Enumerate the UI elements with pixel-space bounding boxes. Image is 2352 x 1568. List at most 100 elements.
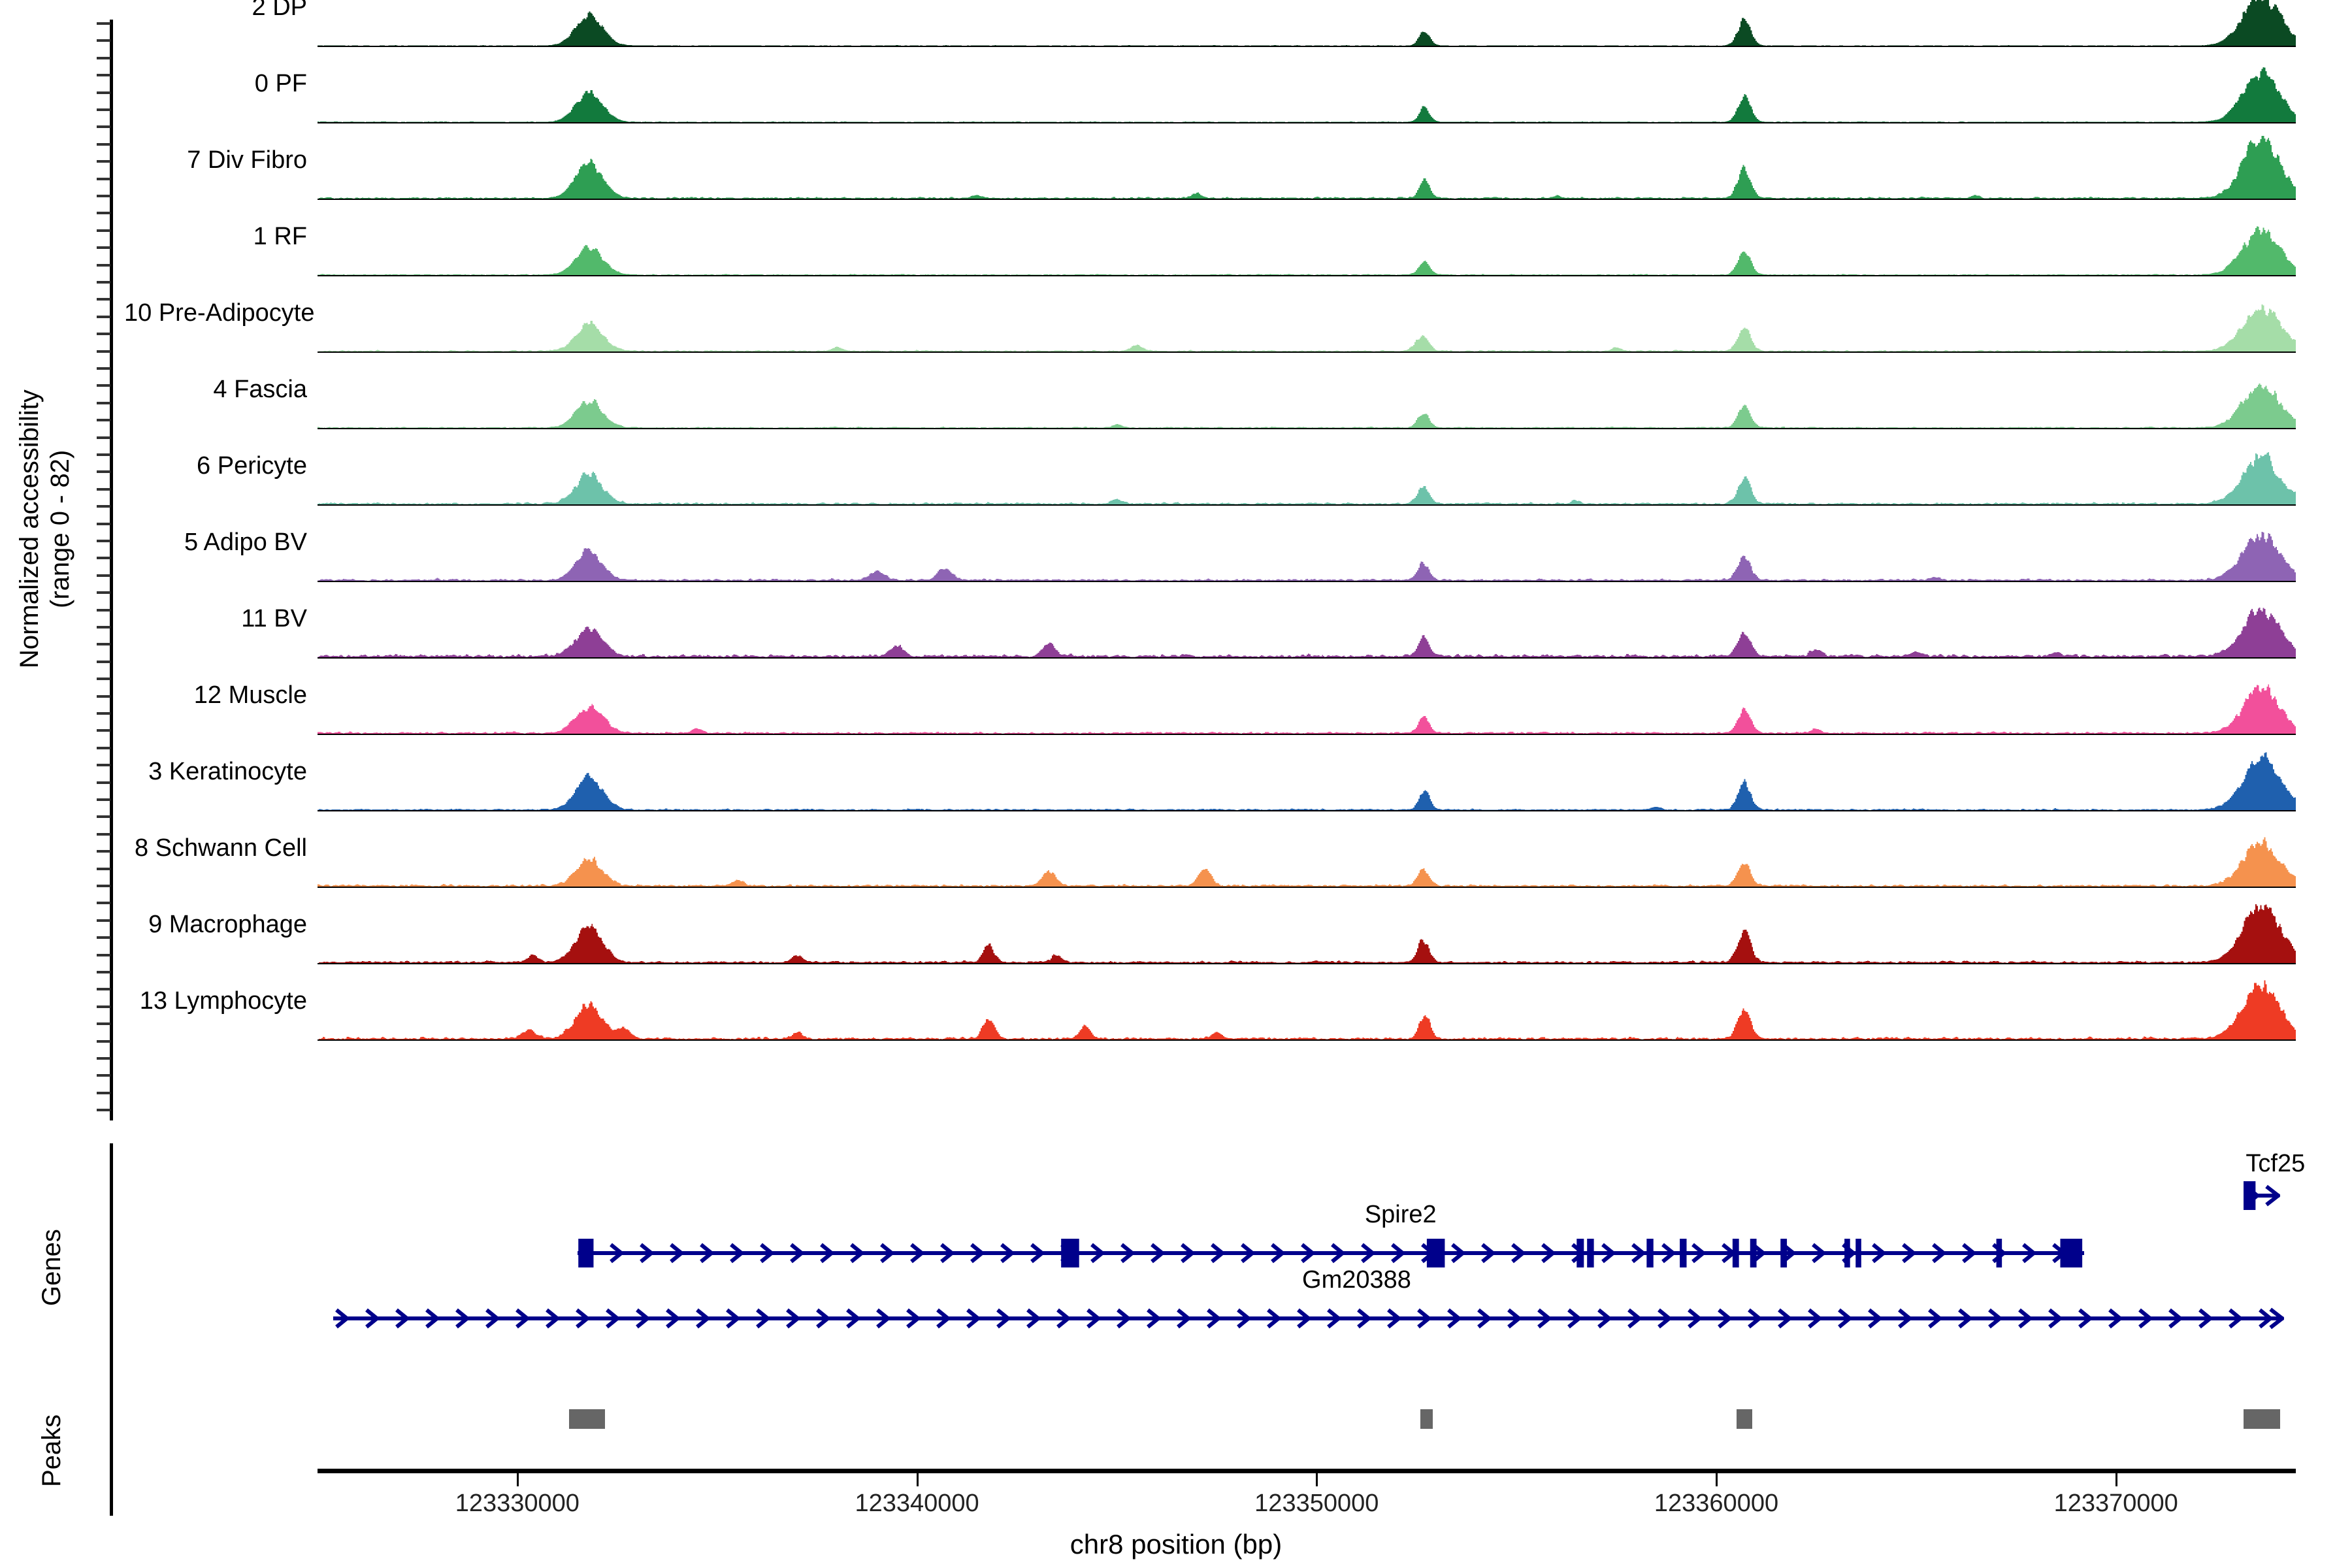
gene-label-spire2: Spire2 — [1364, 1201, 1437, 1228]
peaks-section-label: Peaks — [37, 1414, 66, 1487]
track-baseline — [318, 581, 2296, 582]
gene-model-gm20388 — [333, 1299, 2284, 1338]
y-axis-tick — [97, 453, 110, 456]
track-label-3-keratinocyte: 3 Keratinocyte — [148, 758, 307, 785]
x-axis-tick — [1316, 1473, 1318, 1486]
y-axis-tick — [97, 1022, 110, 1026]
peak-mark — [569, 1409, 606, 1429]
y-axis-tick — [97, 195, 110, 197]
peak-mark — [2244, 1409, 2280, 1429]
gene-model-tcf25 — [2244, 1176, 2280, 1215]
y-axis-tick — [97, 540, 110, 542]
y-axis-tick — [97, 919, 110, 922]
y-axis-tick — [97, 885, 110, 887]
y-axis-tick — [97, 333, 110, 336]
track-baseline — [318, 1039, 2296, 1041]
signal-track-4-fascia — [318, 365, 2296, 428]
y-axis-tick — [97, 108, 110, 111]
peak-mark — [1736, 1409, 1753, 1429]
track-label-10-pre-adipocyte: 10 Pre-Adipocyte — [124, 299, 315, 327]
track-label-13-lymphocyte: 13 Lymphocyte — [139, 987, 307, 1015]
y-axis-tick — [97, 522, 110, 525]
signal-track-0-pf — [318, 59, 2296, 122]
y-axis-tick — [97, 971, 110, 973]
y-axis-tick — [97, 953, 110, 956]
signal-track-6-pericyte — [318, 442, 2296, 504]
y-axis-tick — [97, 798, 110, 801]
x-axis-tick-label: 123330000 — [455, 1490, 580, 1517]
y-axis-tick — [97, 678, 110, 681]
y-axis-tick — [97, 557, 110, 560]
track-label-4-fascia: 4 Fascia — [213, 376, 307, 403]
y-axis-tick — [97, 212, 110, 215]
x-axis-tick — [2115, 1473, 2117, 1486]
y-axis-tick — [97, 367, 110, 370]
track-baseline — [318, 351, 2296, 353]
y-axis-tick — [97, 712, 110, 715]
track-baseline — [318, 887, 2296, 888]
track-label-11-bv: 11 BV — [241, 605, 307, 632]
track-label-8-schwann-cell: 8 Schwann Cell — [134, 834, 307, 862]
signal-track-8-schwann-cell — [318, 824, 2296, 887]
y-axis-tick — [97, 419, 110, 422]
y-axis-tick — [97, 694, 110, 698]
gene-label-gm20388: Gm20388 — [1302, 1266, 1411, 1294]
y-axis-tick — [97, 729, 110, 732]
y-axis-tick — [97, 56, 110, 59]
track-label-7-div-fibro: 7 Div Fibro — [187, 146, 307, 174]
y-axis-tick — [97, 591, 110, 595]
track-baseline — [318, 734, 2296, 735]
signal-track-2-dp — [318, 0, 2296, 46]
signal-track-3-keratinocyte — [318, 747, 2296, 810]
y-axis-tick — [97, 643, 110, 646]
y-axis-tick — [97, 1057, 110, 1060]
track-baseline — [318, 810, 2296, 811]
y-axis-tick — [97, 1109, 110, 1112]
y-axis-tick — [97, 988, 110, 991]
y-axis-tick — [97, 470, 110, 474]
track-baseline — [318, 504, 2296, 506]
y-axis-tick — [97, 91, 110, 94]
y-axis-tick — [97, 74, 110, 77]
x-axis-tick-label: 123370000 — [2053, 1490, 2178, 1517]
y-axis-tick — [97, 815, 110, 819]
y-axis-tick — [97, 22, 110, 25]
track-baseline — [318, 275, 2296, 276]
y-axis-tick — [97, 125, 110, 129]
track-baseline — [318, 199, 2296, 200]
y-axis-tick — [97, 298, 110, 301]
track-label-5-adipo-bv: 5 Adipo BV — [184, 529, 307, 556]
track-label-2-dp: 2 DP — [252, 0, 307, 21]
y-axis-tick — [97, 1074, 110, 1077]
x-axis-tick-label: 123340000 — [855, 1490, 979, 1517]
y-axis-tick — [97, 177, 110, 180]
track-label-9-macrophage: 9 Macrophage — [148, 911, 307, 938]
y-axis-tick — [97, 315, 110, 318]
y-axis-tick — [97, 436, 110, 439]
y-axis-tick — [97, 660, 110, 663]
signal-track-9-macrophage — [318, 900, 2296, 963]
x-axis-tick — [516, 1473, 519, 1486]
y-axis-tick — [97, 850, 110, 853]
x-axis-line — [318, 1469, 2296, 1473]
signal-track-10-pre-adipocyte — [318, 289, 2296, 351]
y-axis-tick — [97, 350, 110, 353]
track-baseline — [318, 963, 2296, 964]
signal-track-5-adipo-bv — [318, 518, 2296, 581]
y-axis-tick — [97, 867, 110, 870]
y-axis-tick — [97, 505, 110, 508]
track-baseline — [318, 428, 2296, 429]
signal-axis-spine — [110, 20, 113, 1120]
gene-label-tcf25: Tcf25 — [2246, 1150, 2306, 1177]
y-axis-tick — [97, 902, 110, 905]
track-label-1-rf: 1 RF — [253, 223, 307, 250]
y-axis-tick — [97, 142, 110, 146]
genes-section-label: Genes — [37, 1229, 66, 1306]
track-baseline — [318, 657, 2296, 659]
x-axis-title: chr8 position (bp) — [1070, 1529, 1282, 1560]
y-axis-tick — [97, 1005, 110, 1008]
y-axis-tick — [97, 384, 110, 387]
track-baseline — [318, 46, 2296, 47]
x-axis-tick-label: 123350000 — [1254, 1490, 1379, 1517]
